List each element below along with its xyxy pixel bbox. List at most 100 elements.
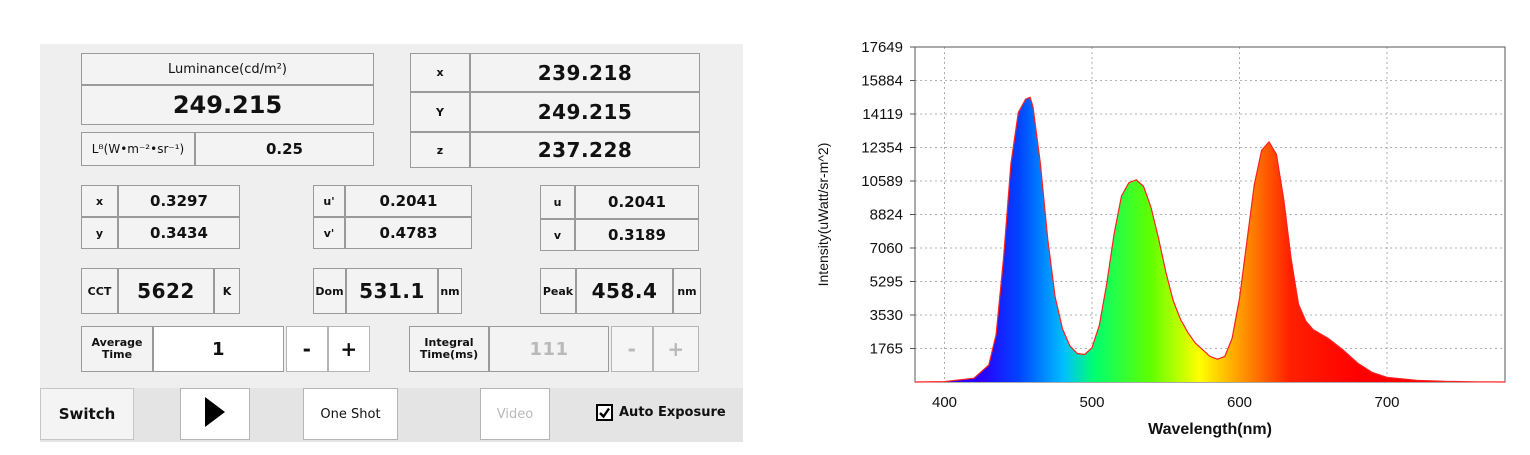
X-value: 239.218 xyxy=(470,53,700,92)
average-time-label: Average Time xyxy=(81,326,153,372)
cie-x-label: x xyxy=(81,185,118,217)
play-button[interactable] xyxy=(180,388,250,440)
video-button[interactable]: Video xyxy=(480,388,550,440)
u-prime-value-text: 0.2041 xyxy=(379,192,438,210)
u-label-text: u xyxy=(553,195,562,209)
y-axis-label: Intensity(uWatt/sr-m^2) xyxy=(815,143,831,287)
x-tick-label: 700 xyxy=(1374,394,1399,411)
video-label: Video xyxy=(496,406,534,422)
u-prime-label-text: u' xyxy=(323,194,335,208)
Y-value-text: 249.215 xyxy=(537,100,633,124)
plus-label: + xyxy=(667,337,685,361)
cie-y-value: 0.3434 xyxy=(118,217,240,249)
v-value-text: 0.3189 xyxy=(608,226,666,244)
one-shot-label: One Shot xyxy=(320,406,381,422)
integral-time-value: 111 xyxy=(529,338,569,360)
u-prime-value: 0.2041 xyxy=(345,185,472,217)
Z-label: z xyxy=(410,132,470,168)
integral-time-input[interactable]: 111 xyxy=(489,326,609,372)
x-axis: 400 500 600 700 xyxy=(932,394,1400,411)
peak-unit: nm xyxy=(673,268,701,314)
x-axis-label: Wavelength(nm) xyxy=(1148,421,1272,438)
v-prime-value-text: 0.4783 xyxy=(379,224,438,242)
y-tick-label: 14119 xyxy=(862,106,903,123)
cct-label: CCT xyxy=(81,268,118,314)
u-value: 0.2041 xyxy=(575,185,699,219)
average-time-plus-button[interactable]: + xyxy=(328,326,370,372)
lb-label: Lᴮ(W•m⁻²•sr⁻¹) xyxy=(81,132,195,166)
average-time-minus-button[interactable]: - xyxy=(286,326,328,372)
cie-x-value-text: 0.3297 xyxy=(150,192,208,210)
y-tick-label: 7060 xyxy=(870,240,903,257)
spectrum-area xyxy=(915,97,1505,383)
cct-label-text: CCT xyxy=(87,284,112,298)
peak-unit-text: nm xyxy=(677,284,697,298)
y-tick-label: 5295 xyxy=(870,273,903,290)
dom-label-text: Dom xyxy=(315,284,344,298)
v-label: v xyxy=(540,219,575,251)
dom-unit: nm xyxy=(438,268,462,314)
cie-y-label-text: y xyxy=(95,226,104,240)
average-time-label-line2: Time xyxy=(101,348,133,361)
integral-time-plus-button[interactable]: + xyxy=(653,326,699,372)
X-label: x xyxy=(410,53,470,92)
auto-exposure-label: Auto Exposure xyxy=(619,405,726,420)
v-label-text: v xyxy=(553,228,562,242)
cie-x-value: 0.3297 xyxy=(118,185,240,217)
u-prime-label: u' xyxy=(313,185,345,217)
peak-value: 458.4 xyxy=(576,268,673,314)
chart-grid xyxy=(915,47,1505,382)
y-tick-label: 17649 xyxy=(861,39,903,56)
plus-label: + xyxy=(340,337,358,361)
luminance-value-text: 249.215 xyxy=(172,91,283,119)
integral-time-minus-button[interactable]: - xyxy=(611,326,653,372)
dom-label: Dom xyxy=(313,268,346,314)
v-prime-label-text: v' xyxy=(323,226,335,240)
x-tick-label: 400 xyxy=(932,394,957,411)
luminance-value: 249.215 xyxy=(81,85,374,125)
integral-time-label-line2: Time(ms) xyxy=(419,348,479,361)
v-prime-value: 0.4783 xyxy=(345,217,472,249)
y-tick-label: 3530 xyxy=(870,307,903,324)
minus-label: - xyxy=(627,337,637,361)
Y-value: 249.215 xyxy=(470,92,700,132)
cie-x-label-text: x xyxy=(95,194,104,208)
Y-label-text: Y xyxy=(436,105,444,119)
cie-y-label: y xyxy=(81,217,118,249)
cct-value-text: 5622 xyxy=(137,279,195,303)
dom-value: 531.1 xyxy=(346,268,438,314)
measurement-panel: Luminance(cd/m²) 249.215 Lᴮ(W•m⁻²•sr⁻¹) … xyxy=(40,44,743,442)
peak-label: Peak xyxy=(540,268,576,314)
X-value-text: 239.218 xyxy=(537,60,633,85)
peak-value-text: 458.4 xyxy=(591,279,658,303)
x-tick-label: 600 xyxy=(1227,394,1252,411)
Y-label: Y xyxy=(410,92,470,132)
spectrum-chart: 400 500 600 700 1765 3530 5295 7060 8824 10589 12… xyxy=(815,39,1506,438)
cct-value: 5622 xyxy=(118,268,214,314)
y-tick-label: 12354 xyxy=(861,140,903,157)
series-line xyxy=(914,96,1506,383)
average-time-value: 1 xyxy=(211,338,226,360)
auto-exposure-toggle[interactable]: Auto Exposure xyxy=(596,404,726,421)
average-time-label-line1: Average xyxy=(91,336,143,349)
X-label-text: x xyxy=(436,66,444,79)
average-time-input[interactable]: 1 xyxy=(153,326,284,372)
minus-label: - xyxy=(302,337,312,361)
u-label: u xyxy=(540,185,575,219)
dom-value-text: 531.1 xyxy=(359,279,425,303)
cie-y-value-text: 0.3434 xyxy=(150,224,208,242)
v-value: 0.3189 xyxy=(575,219,699,251)
Z-value-text: 237.228 xyxy=(537,138,633,162)
integral-time-label-line1: Integral xyxy=(424,336,474,349)
Z-label-text: z xyxy=(436,143,444,157)
switch-button[interactable]: Switch xyxy=(40,388,134,440)
checkbox-checked-icon[interactable] xyxy=(596,404,613,421)
y-tick-label: 15884 xyxy=(861,73,903,90)
lb-value-text: 0.25 xyxy=(265,140,303,158)
y-tick-label: 1765 xyxy=(870,340,903,357)
switch-button-label: Switch xyxy=(58,405,116,423)
u-value-text: 0.2041 xyxy=(608,193,666,211)
one-shot-button[interactable]: One Shot xyxy=(303,388,398,440)
x-tick-label: 500 xyxy=(1079,394,1104,411)
luminance-label: Luminance(cd/m²) xyxy=(81,53,374,85)
